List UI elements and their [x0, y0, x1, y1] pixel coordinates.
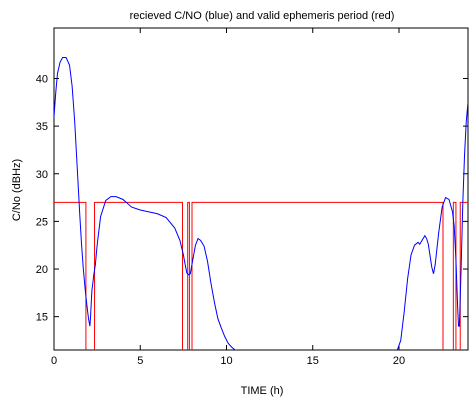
ephemeris-period-line — [54, 201, 468, 350]
x-tick-label: 10 — [220, 355, 232, 367]
cno-series-line — [54, 57, 468, 350]
y-tick-label: 15 — [36, 312, 48, 324]
x-tick-label: 15 — [307, 355, 319, 367]
y-tick-label: 40 — [36, 73, 48, 85]
x-tick-label: 0 — [51, 355, 57, 367]
y-axis-label: C/No (dBHz) — [11, 159, 23, 221]
x-axis-label: TIME (h) — [241, 385, 284, 397]
y-tick-label: 35 — [36, 121, 48, 133]
x-tick-label: 20 — [393, 355, 405, 367]
y-tick-label: 20 — [36, 264, 48, 276]
y-tick-label: 30 — [36, 169, 48, 181]
plot-area: 0 5 10 15 20 15 20 25 30 35 40 — [36, 27, 469, 367]
chart-title: recieved C/NO (blue) and valid ephemeris… — [130, 10, 395, 22]
y-tick-label: 25 — [36, 216, 48, 228]
x-tick-label: 5 — [137, 355, 143, 367]
plot-frame — [53, 27, 469, 351]
